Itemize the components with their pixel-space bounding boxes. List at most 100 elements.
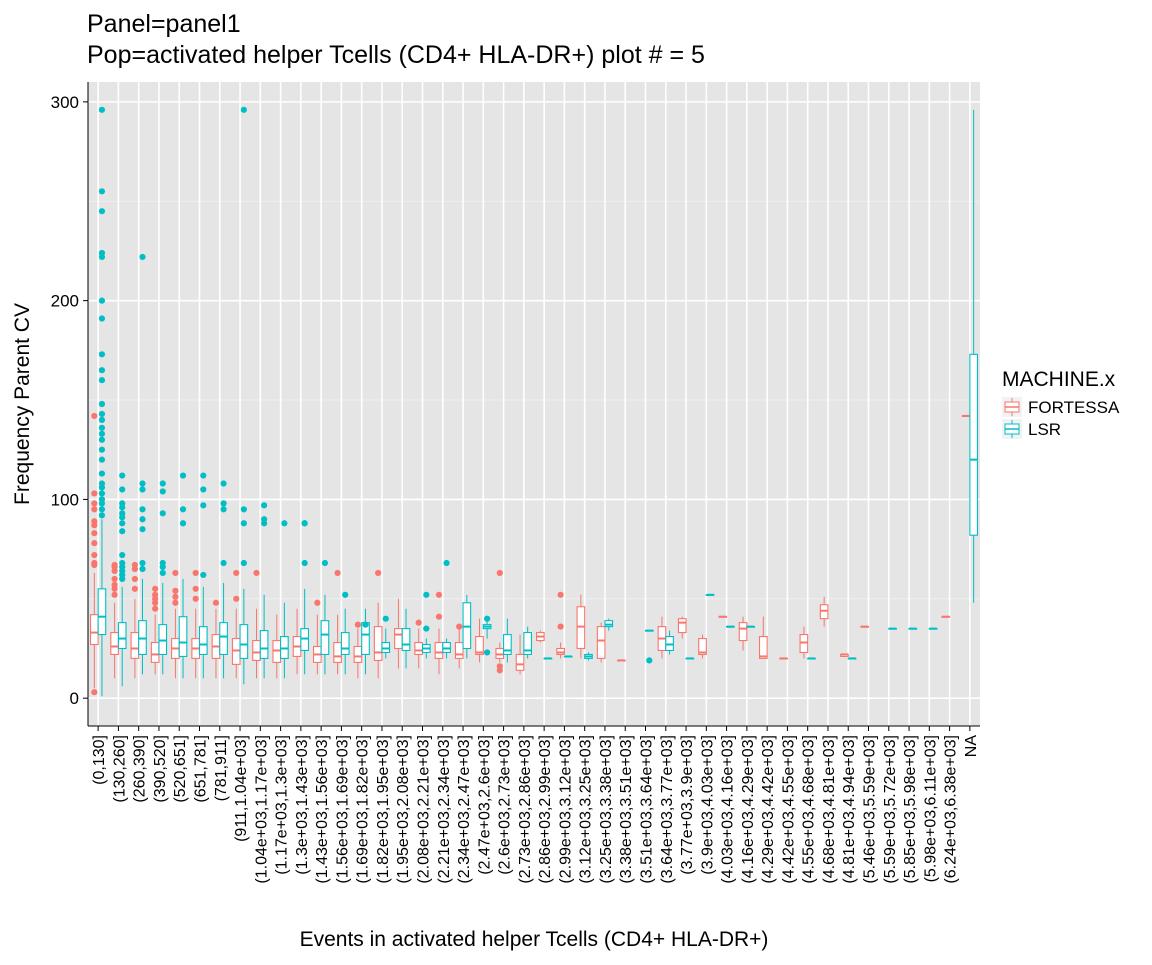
outlier-point [91, 540, 98, 547]
x-tick-label: (6.24e+03,6.38e+03] [943, 735, 960, 884]
box-lsr [462, 594, 472, 659]
outlier-point [98, 506, 106, 513]
box-fortessa [941, 615, 951, 618]
box-iqr [340, 632, 350, 655]
x-tick-label: (3.38e+03,3.51e+03] [618, 735, 635, 884]
box-fortessa [840, 653, 849, 657]
outlier-point [321, 559, 329, 567]
box-iqr [677, 618, 687, 634]
y-axis-title: Frequency Parent CV [11, 303, 34, 505]
box-lsr [705, 593, 715, 596]
box-iqr [219, 622, 228, 655]
box-fortessa [252, 569, 261, 679]
outlier-point [456, 623, 463, 630]
outlier-point [179, 506, 187, 513]
x-tick-label: (2.86e+03,2.99e+03] [537, 735, 554, 884]
outlier-point [261, 516, 268, 523]
box-lsr [138, 253, 147, 675]
x-tick-label: (3.9e+03,4.03e+03] [699, 735, 716, 875]
outlier-point [98, 470, 106, 477]
box-iqr [454, 641, 464, 659]
x-tick-label: (4.29e+03,4.42e+03] [760, 735, 777, 884]
outlier-point [98, 416, 106, 424]
box-iqr [373, 626, 383, 661]
outlier-point [253, 569, 260, 577]
box-iqr [130, 632, 140, 659]
box-lsr [239, 106, 249, 685]
outlier-point [98, 249, 106, 257]
box-lsr [543, 657, 553, 660]
box-lsr [807, 657, 816, 660]
box-fortessa [475, 618, 484, 663]
outlier-point [435, 613, 443, 620]
box-lsr [361, 608, 370, 675]
y-tick-label: 0 [70, 689, 79, 708]
outlier-point [139, 565, 146, 573]
outlier-point [119, 500, 126, 507]
outlier-point [172, 569, 179, 577]
outlier-point [91, 506, 98, 513]
outlier-point [91, 530, 98, 537]
y-tick-label: 300 [51, 93, 79, 112]
outlier-point [159, 559, 166, 567]
outlier-point [91, 551, 98, 559]
legend: MACHINE.x FORTESSA LSR [1002, 368, 1120, 439]
chart-title-line-2: Pop=activated helper Tcells (CD4+ HLA-DR… [87, 41, 705, 69]
box-fortessa [596, 622, 606, 663]
outlier-point [443, 559, 450, 567]
outlier-point [152, 605, 159, 612]
x-tick-label: (0,130] [91, 735, 108, 785]
x-tick-label: (1.3e+03,1.43e+03] [294, 735, 311, 875]
outlier-point [91, 490, 98, 497]
outlier-point [98, 315, 106, 322]
outlier-point [139, 506, 146, 513]
outlier-point [435, 591, 443, 598]
outlier-point [192, 595, 199, 602]
box-iqr [178, 616, 188, 657]
box-iqr [414, 641, 424, 655]
outlier-point [98, 208, 106, 215]
outlier-point [91, 500, 98, 507]
box-iqr [698, 637, 707, 655]
outlier-point [98, 490, 106, 497]
x-tick-label: (3.12e+03,3.25e+03] [578, 735, 595, 884]
box-fortessa [292, 608, 302, 675]
box-lsr [644, 629, 654, 664]
outlier-point [159, 480, 166, 487]
outlier-point [139, 559, 146, 567]
box-lsr [320, 559, 330, 675]
x-tick-label: (4.03e+03,4.16e+03] [720, 735, 737, 884]
legend-label: FORTESSA [1028, 398, 1120, 417]
box-fortessa [758, 616, 768, 659]
box-iqr [333, 641, 342, 663]
box-lsr [847, 657, 857, 660]
outlier-point [200, 472, 207, 479]
x-tick-label: (4.42e+03,4.55e+03] [780, 735, 797, 884]
box-fortessa [556, 591, 565, 659]
outlier-point [119, 486, 126, 493]
box-fortessa [434, 591, 444, 675]
box-fortessa [576, 594, 586, 659]
outlier-point [172, 593, 179, 600]
box-fortessa [535, 630, 545, 643]
box-fortessa [454, 623, 464, 669]
box-fortessa [515, 634, 525, 675]
box-lsr [969, 109, 979, 603]
outlier-point [139, 486, 146, 493]
outlier-point [354, 621, 361, 628]
box-lsr [178, 472, 188, 679]
box-lsr [523, 626, 533, 659]
outlier-point [172, 599, 179, 606]
x-tick-label: (781,911] [213, 735, 230, 801]
outlier-point [220, 559, 227, 567]
box-fortessa [394, 598, 403, 669]
box-fortessa [171, 569, 180, 679]
outlier-point [119, 520, 126, 527]
box-iqr [758, 636, 768, 659]
box-iqr [969, 353, 979, 536]
outlier-point [200, 571, 207, 579]
outlier-point [98, 430, 106, 437]
x-tick-label: (651,781] [193, 735, 210, 803]
x-tick-label: (520,651] [172, 735, 189, 803]
